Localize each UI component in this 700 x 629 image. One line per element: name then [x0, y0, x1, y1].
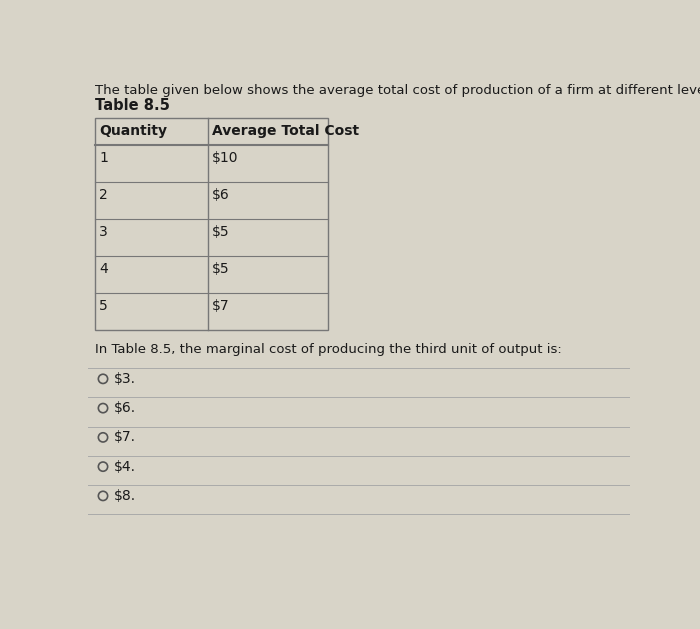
Text: 5: 5 [99, 299, 108, 313]
Text: $3.: $3. [114, 372, 136, 386]
Text: $5: $5 [211, 262, 229, 276]
Text: 1: 1 [99, 151, 108, 165]
Text: The table given below shows the average total cost of production of a firm at di: The table given below shows the average … [95, 84, 700, 97]
Bar [95, 118, 328, 330]
Text: In Table 8.5, the marginal cost of producing the third unit of output is:: In Table 8.5, the marginal cost of produ… [95, 343, 562, 357]
Text: $6: $6 [211, 188, 230, 202]
Text: $7.: $7. [114, 430, 136, 444]
Text: 3: 3 [99, 225, 108, 239]
Text: $8.: $8. [114, 489, 136, 503]
Text: $5: $5 [211, 225, 229, 239]
Text: Table 8.5: Table 8.5 [95, 98, 170, 113]
Text: $4.: $4. [114, 460, 136, 474]
Text: $10: $10 [211, 151, 238, 165]
Text: 2: 2 [99, 188, 108, 202]
Text: 4: 4 [99, 262, 108, 276]
Text: Quantity: Quantity [99, 124, 167, 138]
Text: $7: $7 [211, 299, 229, 313]
Text: Average Total Cost: Average Total Cost [211, 124, 358, 138]
Text: $6.: $6. [114, 401, 136, 415]
